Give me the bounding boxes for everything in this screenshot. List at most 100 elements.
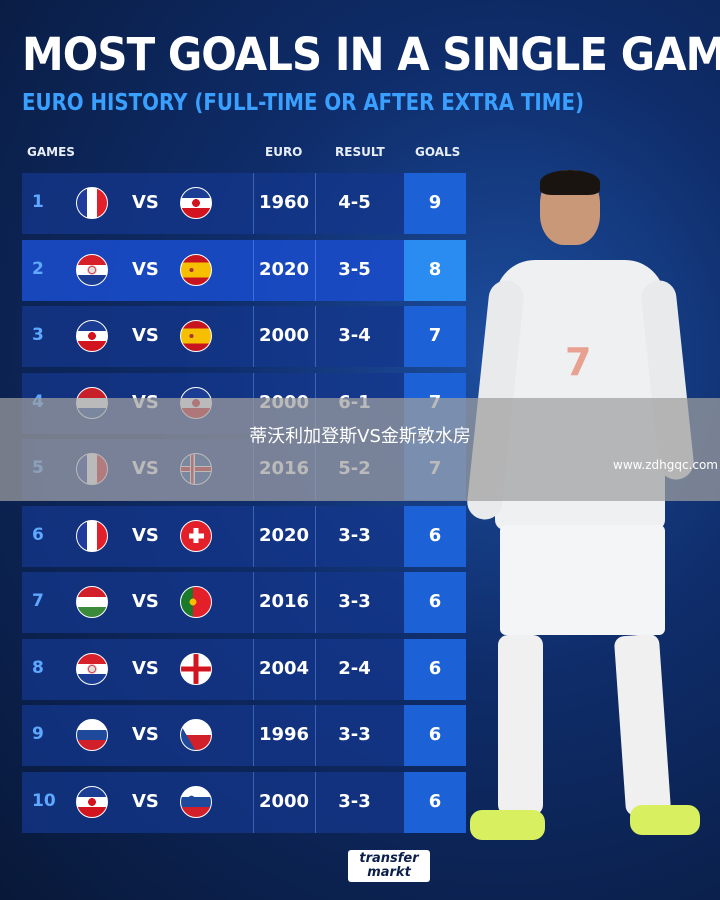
euro-year: 2000 [258, 790, 310, 812]
flag-yugoslavia-icon [180, 187, 212, 219]
divider [253, 239, 254, 301]
goals-cell-bg [404, 306, 466, 367]
result: 3-3 [338, 524, 371, 546]
divider [253, 572, 254, 633]
page-title: MOST GOALS IN A SINGLE GAME [22, 28, 720, 81]
rank: 6 [32, 524, 44, 545]
table-row: 1 VS 1960 4-5 9 [22, 173, 466, 234]
shirt-number: 7 [565, 340, 592, 384]
vs-label: VS [132, 724, 159, 745]
rank: 8 [32, 657, 44, 678]
result: 3-3 [338, 724, 371, 745]
goals-cell-bg [404, 173, 466, 234]
page-subtitle: EURO HISTORY (FULL-TIME OR AFTER EXTRA T… [22, 90, 585, 116]
table-row: 8 VS 2004 2-4 6 [22, 638, 466, 700]
transfermarkt-logo: transfer markt [348, 850, 430, 882]
euro-year: 2000 [258, 325, 310, 346]
vs-label: VS [132, 790, 159, 812]
goals-cell-bg [404, 572, 466, 633]
euro-year: 2016 [258, 591, 310, 612]
result: 2-4 [338, 657, 371, 679]
rank: 9 [32, 724, 44, 744]
header-euro: EURO [265, 145, 303, 159]
euro-year: 2004 [258, 657, 310, 679]
divider [253, 638, 254, 700]
flag-england-icon [180, 652, 212, 685]
divider [315, 705, 316, 766]
rank: 3 [32, 325, 44, 345]
flag-france-icon [76, 519, 108, 552]
goals-cell-bg [404, 638, 466, 700]
vs-label: VS [132, 524, 159, 546]
flag-hungary-icon [76, 586, 108, 618]
flag-croatia-icon [76, 253, 108, 286]
rank: 1 [32, 192, 44, 212]
divider [315, 572, 316, 633]
table-row: 7 VS 2016 3-3 6 [22, 572, 466, 633]
goals-cell-bg [404, 505, 466, 567]
header-result: RESULT [335, 145, 385, 159]
divider [253, 173, 254, 234]
euro-year: 1960 [258, 192, 310, 213]
flag-croatia-icon [76, 652, 108, 685]
flag-slovenia-icon [180, 785, 212, 818]
divider [253, 306, 254, 367]
goals: 6 [428, 657, 442, 679]
divider [253, 705, 254, 766]
table-row: 10 VS 2000 3-3 6 [22, 771, 466, 833]
flag-yugoslavia-icon [76, 785, 108, 818]
flag-czech-republic-icon [180, 719, 212, 751]
euro-year: 2020 [258, 258, 310, 280]
flag-russia-icon [76, 719, 108, 751]
vs-label: VS [132, 192, 159, 213]
flag-portugal-icon [180, 586, 212, 618]
divider [253, 771, 254, 833]
goals: 9 [428, 192, 442, 213]
rank: 7 [32, 591, 44, 611]
flag-yugoslavia-icon [76, 320, 108, 352]
result: 4-5 [338, 192, 371, 213]
divider [253, 505, 254, 567]
divider [315, 173, 316, 234]
divider [315, 306, 316, 367]
euro-year: 1996 [258, 724, 310, 745]
goals: 6 [428, 724, 442, 745]
table-row: 3 VS 2000 3-4 7 [22, 306, 466, 367]
goals: 8 [428, 258, 442, 280]
vs-label: VS [132, 657, 159, 679]
goals: 7 [428, 325, 442, 346]
divider [315, 638, 316, 700]
rank: 10 [32, 790, 56, 811]
logo-line1: transfer [359, 851, 419, 866]
result: 3-3 [338, 591, 371, 612]
goals: 6 [428, 591, 442, 612]
header-games: GAMES [27, 145, 75, 159]
watermark-url: www.zdhgqc.com [613, 458, 718, 472]
euro-year: 2020 [258, 524, 310, 546]
vs-label: VS [132, 258, 159, 280]
flag-spain-icon [180, 253, 212, 286]
watermark-banner: 蒂沃利加登斯VS金斯敦水房 www.zdhgqc.com [0, 398, 720, 501]
goals: 6 [428, 790, 442, 812]
vs-label: VS [132, 591, 159, 612]
table-row: 2 VS 2020 3-5 8 [22, 239, 466, 301]
divider [315, 505, 316, 567]
table-row: 6 VS 2020 3-3 6 [22, 505, 466, 567]
rank: 2 [32, 258, 44, 279]
result: 3-3 [338, 790, 371, 812]
flag-france-icon [76, 187, 108, 219]
goals: 6 [428, 524, 442, 546]
result: 3-4 [338, 325, 371, 346]
logo-line2: markt [367, 865, 411, 880]
player-image: 7 [465, 170, 710, 850]
table-row: 9 VS 1996 3-3 6 [22, 705, 466, 766]
goals-cell-bg [404, 705, 466, 766]
flag-spain-icon [180, 320, 212, 352]
goals-cell-bg [404, 771, 466, 833]
header-goals: GOALS [415, 145, 461, 159]
goals-cell-bg [404, 239, 466, 301]
divider [315, 239, 316, 301]
result: 3-5 [338, 258, 371, 280]
vs-label: VS [132, 325, 159, 346]
